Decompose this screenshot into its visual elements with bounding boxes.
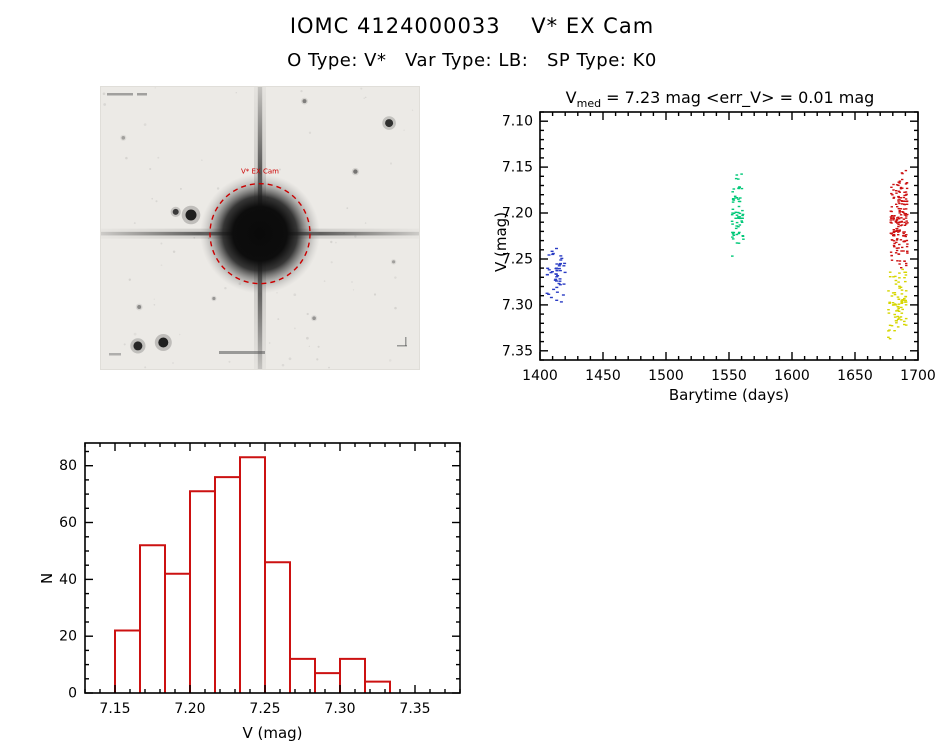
noise-speckles — [102, 87, 414, 369]
aperture-circle — [209, 182, 311, 285]
target-label: V* EX Cam — [241, 168, 279, 176]
y-tick-label: 7.15 — [502, 160, 533, 176]
y-tick-label: 60 — [59, 515, 77, 531]
lightcurve-chart: 1400 1450 1500 1550 1600 1650 1700 7.10 7.15 7.20… — [502, 111, 936, 384]
histogram-plot: 7.15 7.20 7.25 7.30 7.35 0 20 40 60 80 — [59, 442, 461, 717]
plot-frame — [539, 111, 919, 361]
histogram-axes — [84, 443, 461, 694]
y-tick-label: 7.10 — [502, 114, 533, 130]
x-tick-label: 1600 — [774, 368, 810, 384]
y-tick-label: 0 — [68, 686, 77, 702]
histogram-xlabel: V (mag) — [242, 724, 303, 742]
y-tick-label: 40 — [59, 572, 77, 588]
x-tick-label: 7.15 — [99, 701, 130, 717]
y-tick-label: 7.20 — [502, 206, 533, 222]
points-epoch1-blue — [545, 247, 567, 303]
x-tick-label: 1700 — [900, 368, 936, 384]
x-tick-label: 7.20 — [174, 701, 205, 717]
x-tick-label: 7.35 — [399, 701, 430, 717]
points-epoch2-green — [730, 173, 745, 257]
plot-frame — [84, 442, 461, 694]
corner-annotations — [107, 93, 407, 356]
y-tick-label: 7.30 — [502, 297, 533, 313]
star-field-image: V* EX Cam — [100, 86, 420, 370]
x-tick-label: 1400 — [522, 368, 558, 384]
y-tick-label: 80 — [59, 458, 77, 474]
lightcurve-plot: 1400 1450 1500 1550 1600 1650 1700 7.10 7.15 7.20… — [502, 111, 936, 384]
lightcurve-title: Vmed = 7.23 mag <err_V> = 0.01 mag — [500, 88, 940, 110]
page-title: IOMC 4124000033 V* EX Cam — [289, 14, 655, 38]
x-tick-label: 7.30 — [324, 701, 355, 717]
page-subtitle: O Type: V* Var Type: LB: SP Type: K0 — [287, 50, 657, 71]
points-epoch3-red — [889, 169, 909, 269]
lightcurve-axes — [539, 111, 919, 361]
histogram-ylabel: N — [38, 572, 56, 584]
points-epoch3-yellow — [887, 268, 908, 340]
x-tick-label: 1500 — [648, 368, 684, 384]
field-stars — [120, 97, 397, 354]
lightcurve-ylabel: V (mag) — [492, 211, 510, 272]
y-tick-label: 7.35 — [502, 343, 533, 359]
histogram-chart: 7.15 7.20 7.25 7.30 7.35 0 20 40 60 80 — [59, 442, 461, 717]
x-tick-label: 1550 — [711, 368, 747, 384]
central-star-core — [200, 173, 320, 294]
x-tick-label: 1650 — [837, 368, 873, 384]
vmed-subscript: med — [576, 97, 602, 111]
vmed-symbol: V — [565, 88, 577, 107]
x-tick-label: 7.25 — [249, 701, 280, 717]
lightcurve-xlabel: Barytime (days) — [668, 386, 790, 404]
x-tick-label: 1450 — [585, 368, 621, 384]
histogram-bars — [114, 456, 391, 693]
y-tick-label: 20 — [59, 629, 77, 645]
vmed-stats: = 7.23 mag <err_V> = 0.01 mag — [601, 88, 875, 107]
y-tick-label: 7.25 — [502, 252, 533, 268]
